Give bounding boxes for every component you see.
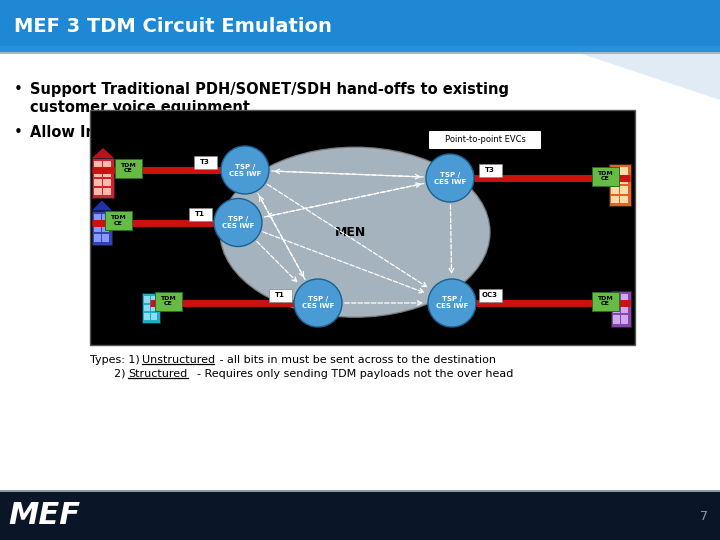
Bar [611,167,619,174]
Text: TDM
CE: TDM CE [160,295,176,306]
Bar [0,490,720,492]
Bar [103,179,111,186]
Circle shape [214,199,262,246]
Bar [142,293,160,323]
Text: T1: T1 [195,212,205,218]
Bar [620,195,628,203]
Bar [94,170,102,177]
Text: Support Traditional PDH/SONET/SDH hand-offs to existing: Support Traditional PDH/SONET/SDH hand-o… [30,82,509,97]
Text: 2): 2) [114,369,129,379]
Text: - Requires only sending TDM payloads not the over head: - Requires only sending TDM payloads not… [190,369,513,379]
Bar [609,164,631,206]
Bar [103,188,111,195]
Ellipse shape [220,147,490,317]
Text: TSP /
CES IWF: TSP / CES IWF [434,172,466,185]
Bar [611,177,619,184]
Bar [0,0,720,52]
Text: •: • [14,125,23,140]
Text: OC3: OC3 [482,292,498,298]
Polygon shape [420,0,720,100]
FancyBboxPatch shape [592,166,618,186]
Text: T1: T1 [275,292,285,298]
Bar [620,177,628,184]
Text: TSP /
CES IWF: TSP / CES IWF [302,296,334,309]
Bar [94,179,102,186]
Bar [94,233,101,241]
Text: TDM
CE: TDM CE [597,295,613,306]
FancyBboxPatch shape [155,292,181,310]
Bar [103,170,111,177]
Bar [94,213,101,221]
Bar [611,186,619,193]
Text: 7: 7 [700,510,708,523]
Text: Types: 1): Types: 1) [90,355,140,365]
Text: TDM
CE: TDM CE [597,171,613,181]
FancyBboxPatch shape [194,156,217,168]
Bar [0,52,720,54]
Bar [151,296,157,302]
FancyBboxPatch shape [592,292,618,310]
Text: MEF: MEF [8,502,80,530]
Bar [151,313,157,320]
Circle shape [426,154,474,202]
Text: MEN: MEN [334,226,366,239]
Bar [611,291,631,327]
Text: customer voice equipment: customer voice equipment [30,100,250,115]
Polygon shape [92,148,114,158]
Polygon shape [92,200,112,211]
Circle shape [294,279,342,327]
Text: TSP /
CES IWF: TSP / CES IWF [222,216,254,229]
Bar [620,167,628,174]
Text: Point-to-point EVCs: Point-to-point EVCs [444,136,526,145]
Bar [613,315,620,324]
Bar [144,305,150,312]
Bar [94,224,101,232]
Bar [144,296,150,302]
Bar [90,110,635,345]
Text: T3: T3 [200,159,210,165]
Bar [94,188,102,195]
Bar [621,305,628,313]
Bar [621,315,628,324]
Text: TSP /
CES IWF: TSP / CES IWF [229,164,261,177]
Bar [613,305,620,313]
FancyBboxPatch shape [114,159,142,178]
Text: - all bits in must be sent across to the destination: - all bits in must be sent across to the… [216,355,496,365]
Polygon shape [550,0,720,50]
Bar [102,233,109,241]
Bar [0,492,720,540]
Circle shape [428,279,476,327]
Bar [151,305,157,312]
Bar [621,294,628,302]
Bar [103,161,111,168]
FancyBboxPatch shape [104,211,132,230]
Text: Unstructured: Unstructured [142,355,215,365]
Bar [102,224,109,232]
Text: TSP /
CES IWF: TSP / CES IWF [436,296,468,309]
Text: T3: T3 [485,167,495,173]
FancyBboxPatch shape [189,208,212,221]
FancyBboxPatch shape [428,131,541,150]
Bar [102,213,109,221]
Text: Structured: Structured [128,369,187,379]
Circle shape [221,146,269,194]
Text: MEF 3 TDM Circuit Emulation: MEF 3 TDM Circuit Emulation [14,17,332,36]
Bar [92,158,114,198]
Bar [620,186,628,193]
Bar [611,195,619,203]
FancyBboxPatch shape [479,164,502,177]
Bar [0,46,720,52]
FancyBboxPatch shape [269,288,292,301]
Text: TDM
CE: TDM CE [110,215,126,226]
Bar [613,294,620,302]
Text: Allow Interworking onto Ethernet EVCS across the MEN.: Allow Interworking onto Ethernet EVCS ac… [30,125,494,140]
FancyBboxPatch shape [479,288,502,301]
Text: TDM
CE: TDM CE [120,163,136,173]
Bar [144,313,150,320]
Bar [94,161,102,168]
Text: •: • [14,82,23,97]
Bar [92,211,112,245]
